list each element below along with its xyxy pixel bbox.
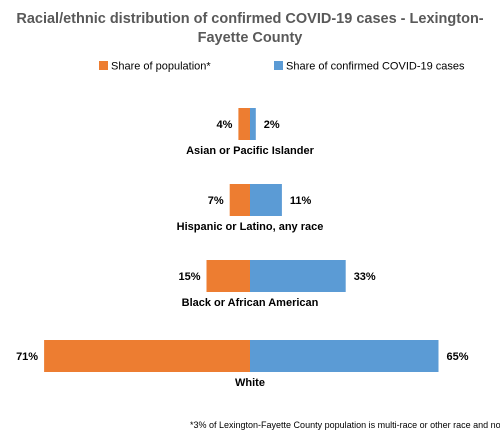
bar-population-black-or-african-american [206,260,250,292]
label-cases-white: 65% [447,351,469,363]
label-cases-asian-or-pacific-islander: 2% [264,119,280,131]
label-population-asian-or-pacific-islander: 4% [216,119,232,131]
label-population-white: 71% [16,351,38,363]
footnote: *3% of Lexington-Fayette County populati… [190,420,500,430]
chart-title-line-2: Fayette County [198,30,303,46]
category-label-asian-or-pacific-islander: Asian or Pacific Islander [186,145,314,157]
bar-cases-hispanic-or-latino-any-race [250,184,282,216]
category-label-hispanic-or-latino-any-race: Hispanic or Latino, any race [177,221,324,233]
bar-population-asian-or-pacific-islander [238,108,250,140]
label-population-hispanic-or-latino-any-race: 7% [208,195,224,207]
label-cases-hispanic-or-latino-any-race: 11% [290,195,312,207]
bar-population-white [44,340,250,372]
chart-title-line-1: Racial/ethnic distribution of confirmed … [16,11,483,27]
bars-layer: 4% 2% Asian or Pacific Islander 7% 11% Hispan… [16,108,469,389]
label-population-black-or-african-american: 15% [178,271,200,283]
legend-swatch-population [99,61,108,70]
legend-label-population: Share of population* [111,61,211,73]
bar-population-hispanic-or-latino-any-race [229,184,250,216]
legend-swatch-cases [274,61,283,70]
label-cases-black-or-african-american: 33% [354,271,376,283]
legend: Share of population* Share of confirmed … [99,61,465,73]
bar-cases-asian-or-pacific-islander [250,108,256,140]
bar-cases-white [250,340,439,372]
legend-label-cases: Share of confirmed COVID-19 cases [286,61,465,73]
category-label-white: White [235,377,265,389]
category-label-black-or-african-american: Black or African American [182,297,319,309]
bar-cases-black-or-african-american [250,260,346,292]
